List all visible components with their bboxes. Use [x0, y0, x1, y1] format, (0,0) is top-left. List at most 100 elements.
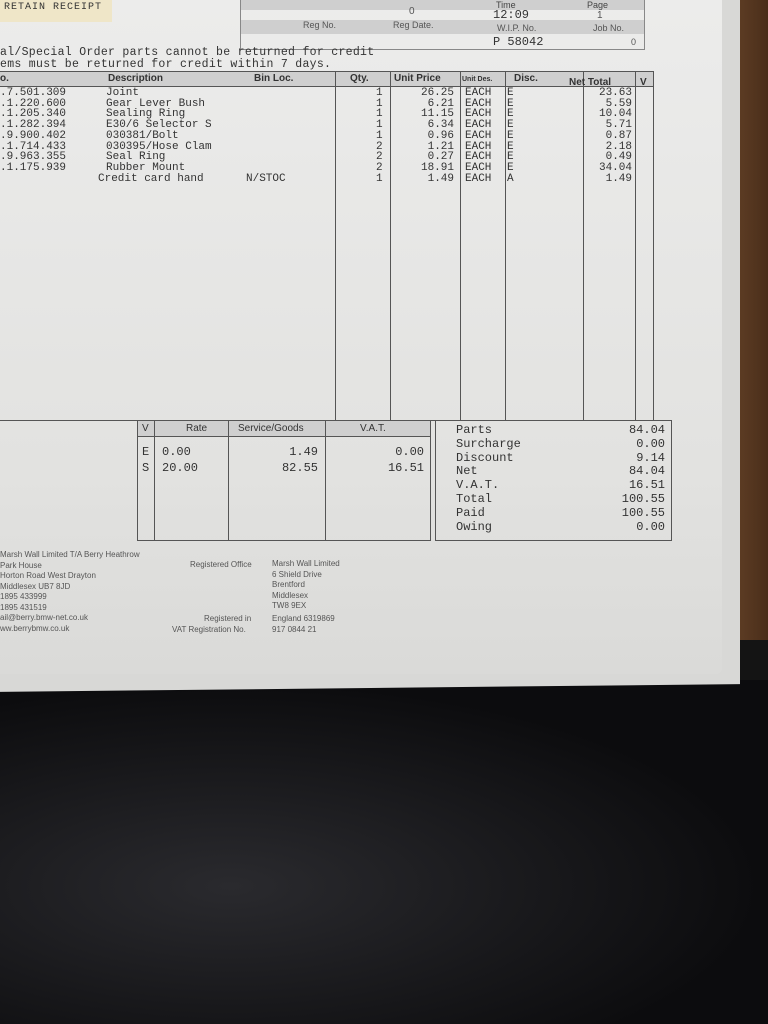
- address-line: Park House: [0, 560, 42, 570]
- part-number: .1.175.939: [0, 161, 67, 174]
- unit-description: EACH: [465, 151, 492, 164]
- unit-description: EACH: [465, 129, 492, 142]
- items-table: [0, 71, 654, 421]
- net-total: 5.71: [605, 119, 632, 132]
- vat-column-header: Service/Goods: [238, 423, 304, 434]
- discount-code: E: [507, 161, 514, 174]
- item-description: Seal Ring: [106, 151, 166, 164]
- total-value: 84.04: [628, 423, 665, 437]
- unit-price: 0.27: [427, 151, 454, 164]
- discount-code: E: [507, 87, 514, 99]
- quantity: 1: [376, 87, 383, 99]
- totals-box: Parts 84.04 Surcharge 0.00 Discount 9.14 Net 84…: [435, 420, 672, 541]
- discount-code: E: [507, 140, 514, 153]
- address-line: Middlesex UB7 8JD: [0, 581, 71, 591]
- quantity: 1: [376, 97, 383, 110]
- unit-price: 6.34: [427, 119, 454, 132]
- vat-amount: 16.51: [387, 461, 424, 475]
- net-total: 2.18: [605, 140, 632, 153]
- total-value: 0.00: [636, 519, 665, 534]
- net-total: 5.59: [605, 97, 632, 110]
- unit-price: 1.21: [427, 140, 454, 153]
- background-shadow: [0, 680, 768, 1024]
- unit-description: EACH: [465, 140, 492, 153]
- address-line: Horton Road West Drayton: [0, 571, 96, 580]
- registered-office-line: TW8 9EX: [272, 601, 307, 610]
- retain-receipt-label: RETAIN RECEIPT: [0, 0, 112, 22]
- total-label: Surcharge: [456, 436, 521, 451]
- unit-price: 1.49: [427, 172, 454, 185]
- registered-office-line: Middlesex: [272, 590, 309, 600]
- total-value: 16.51: [628, 478, 665, 493]
- discount-code: E: [507, 97, 514, 110]
- total-label: Owing: [456, 519, 493, 534]
- unit-description: EACH: [465, 161, 492, 174]
- vat-code: E: [142, 445, 150, 459]
- quantity: 1: [376, 119, 383, 132]
- net-total: 0.49: [605, 151, 632, 164]
- bin-location: N/STOC: [246, 172, 286, 185]
- time-label: Time: [496, 0, 516, 10]
- net-total: 34.04: [598, 161, 632, 174]
- total-label: Discount: [456, 450, 514, 465]
- item-description: 030395/Hose Clam: [106, 140, 212, 153]
- part-number: .9.900.402: [0, 129, 67, 142]
- service-goods-amount: 1.49: [289, 445, 318, 459]
- table-header: [0, 71, 654, 87]
- total-label: V.A.T.: [456, 478, 500, 493]
- item-description: Rubber Mount: [106, 161, 186, 174]
- total-label: Total: [456, 492, 493, 506]
- address-line: ail@berry.bmw-net.co.uk: [0, 613, 88, 622]
- wip-number: P 58042: [493, 35, 544, 49]
- unit-price: 11.15: [420, 108, 454, 121]
- total-value: 9.14: [636, 450, 665, 465]
- invoice-page: RETAIN RECEIPT Time Page 0 12:09 1 Reg N…: [0, 0, 722, 674]
- quantity: 2: [376, 140, 383, 153]
- quantity: 1: [376, 129, 383, 142]
- registered-office-line: Marsh Wall Limited: [272, 559, 340, 568]
- job-number: 0: [631, 37, 637, 47]
- unit-description: EACH: [465, 172, 492, 185]
- total-label: Net: [456, 464, 478, 479]
- address-line: 1895 433999: [0, 592, 47, 601]
- returns-note: al/Special Order parts cannot be returne…: [0, 46, 375, 59]
- total-value: 84.04: [628, 464, 665, 479]
- total-value: 0.00: [636, 436, 665, 451]
- service-goods-amount: 82.55: [281, 461, 318, 475]
- part-number: .1.205.340: [0, 108, 67, 121]
- time-value: 12:09: [493, 8, 530, 22]
- unit-price: 6.21: [427, 97, 454, 110]
- quantity: 2: [376, 151, 383, 164]
- address-line: ww.berrybmw.co.uk: [0, 623, 70, 633]
- item-description: Gear Lever Bush: [106, 97, 206, 110]
- discount-code: E: [507, 129, 514, 142]
- total-label: Paid: [456, 505, 485, 520]
- unit-description: EACH: [465, 108, 492, 121]
- registered-office-line: Brentford: [272, 580, 305, 589]
- net-total: 1.49: [605, 172, 632, 185]
- net-total: 10.04: [598, 108, 632, 121]
- item-description: Credit card hand: [98, 172, 204, 185]
- address-line: Marsh Wall Limited T/A Berry Heathrow: [0, 550, 140, 559]
- vat-column-header: V.A.T.: [360, 423, 386, 434]
- returns-note: ems must be returned for credit within 7…: [0, 58, 332, 71]
- vat-amount: 0.00: [395, 445, 424, 459]
- net-total: 23.63: [598, 87, 632, 99]
- part-number: .1.282.394: [0, 119, 67, 132]
- quantity: 2: [376, 161, 383, 174]
- unit-description: EACH: [465, 119, 492, 132]
- discount-code: A: [507, 172, 514, 185]
- vat-column-header: Rate: [186, 423, 208, 434]
- discount-code: E: [507, 108, 514, 121]
- address-line: 1895 431519: [0, 602, 47, 612]
- vat-column-header: V: [142, 423, 149, 434]
- item-description: 030381/Bolt: [106, 129, 179, 142]
- part-number: .1.714.433: [0, 140, 67, 153]
- registered-office: Marsh Wall Limited 6 Shield Drive Brentfor…: [272, 559, 340, 612]
- total-value: 100.55: [621, 492, 665, 506]
- unit-description: EACH: [465, 97, 492, 110]
- part-number: .9.963.355: [0, 151, 67, 164]
- item-description: Joint: [106, 87, 140, 99]
- discount-code: E: [507, 119, 514, 132]
- vat-rate: 20.00: [162, 461, 199, 475]
